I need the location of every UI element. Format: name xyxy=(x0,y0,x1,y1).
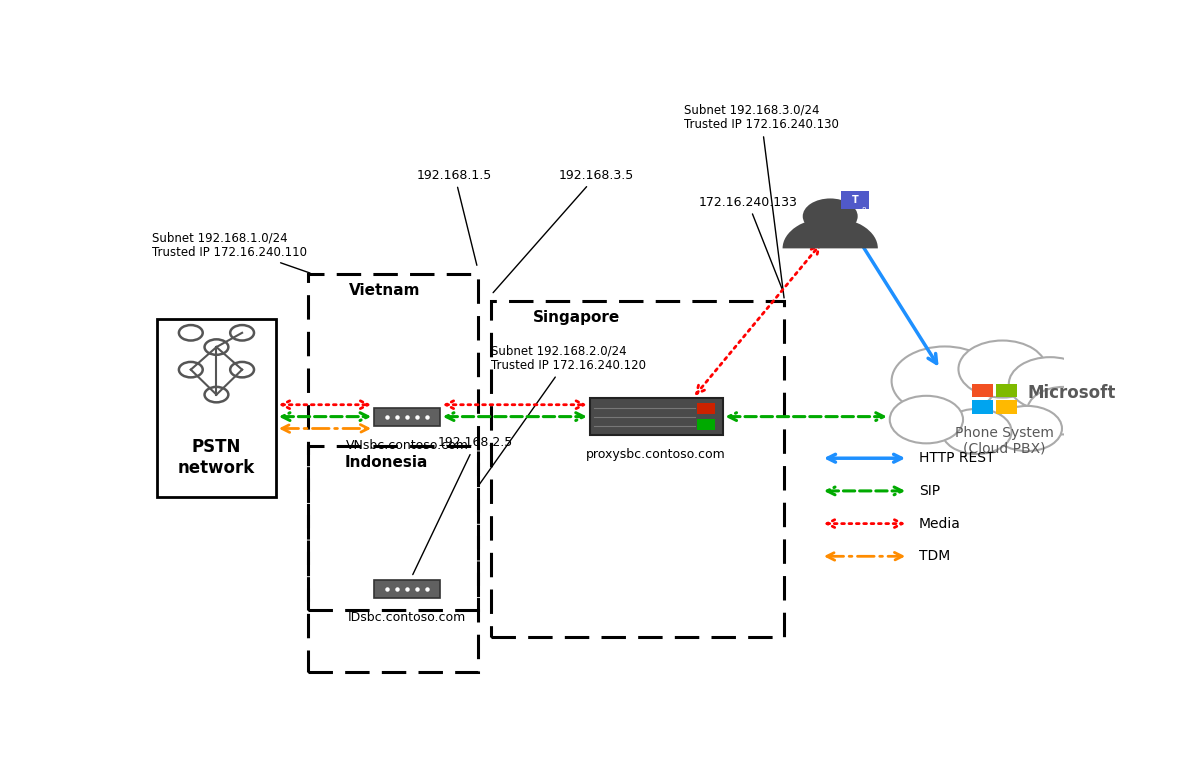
Text: T: T xyxy=(851,195,858,205)
Bar xyxy=(972,384,993,398)
Text: 192.168.3.5: 192.168.3.5 xyxy=(493,169,635,293)
Text: SIP: SIP xyxy=(920,484,940,498)
Bar xyxy=(995,400,1017,414)
Circle shape xyxy=(1008,357,1091,411)
Bar xyxy=(374,580,440,598)
Wedge shape xyxy=(782,218,878,249)
Bar xyxy=(492,300,785,637)
Text: 192.168.1.5: 192.168.1.5 xyxy=(417,169,492,266)
Bar xyxy=(590,398,722,435)
Text: Subnet 192.168.1.0/24
Trusted IP 172.16.240.110: Subnet 192.168.1.0/24 Trusted IP 172.16.… xyxy=(152,231,310,273)
Circle shape xyxy=(959,340,1046,398)
Circle shape xyxy=(890,396,963,443)
Text: 8: 8 xyxy=(862,207,866,213)
Bar xyxy=(157,319,277,497)
Bar xyxy=(697,419,715,430)
Circle shape xyxy=(891,347,998,415)
Bar xyxy=(995,384,1017,398)
Bar xyxy=(374,408,440,425)
Text: Subnet 192.168.2.0/24
Trusted IP 172.16.240.120: Subnet 192.168.2.0/24 Trusted IP 172.16.… xyxy=(479,344,647,485)
Text: Media: Media xyxy=(920,516,961,530)
Text: 192.168.2.5: 192.168.2.5 xyxy=(413,436,513,574)
Bar xyxy=(842,191,869,208)
Text: Microsoft: Microsoft xyxy=(1027,384,1116,402)
Text: proxysbc.contoso.com: proxysbc.contoso.com xyxy=(586,448,726,461)
Bar xyxy=(697,403,715,414)
Text: VNsbc.contoso.com: VNsbc.contoso.com xyxy=(345,438,468,452)
Bar xyxy=(972,400,993,414)
Circle shape xyxy=(942,409,1012,454)
Text: TDM: TDM xyxy=(920,550,950,564)
Text: Phone System
(Cloud PBX): Phone System (Cloud PBX) xyxy=(955,425,1053,455)
Text: Indonesia: Indonesia xyxy=(345,455,428,470)
Text: PSTN
network: PSTN network xyxy=(177,438,255,477)
Bar xyxy=(309,446,478,672)
Text: IDsbc.contoso.com: IDsbc.contoso.com xyxy=(348,611,466,624)
Text: Subnet 192.168.3.0/24
Trusted IP 172.16.240.130: Subnet 192.168.3.0/24 Trusted IP 172.16.… xyxy=(683,103,838,298)
Bar xyxy=(309,274,478,610)
Circle shape xyxy=(993,406,1061,451)
Circle shape xyxy=(1027,387,1100,435)
Text: Vietnam: Vietnam xyxy=(349,283,421,298)
Circle shape xyxy=(803,198,858,234)
Text: Singapore: Singapore xyxy=(532,310,619,324)
Text: HTTP REST: HTTP REST xyxy=(920,451,994,466)
Text: 172.16.240.133: 172.16.240.133 xyxy=(699,195,797,292)
